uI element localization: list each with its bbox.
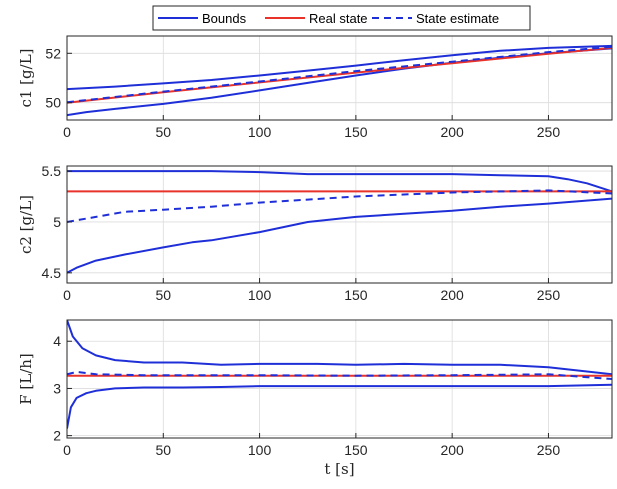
y-tick-label: 2 bbox=[53, 428, 61, 444]
x-tick-label: 0 bbox=[63, 124, 71, 140]
axes-frame bbox=[66, 35, 613, 121]
y-tick-label: 50 bbox=[45, 95, 61, 111]
y-axis-label: F [L/h] bbox=[17, 353, 35, 405]
series-group bbox=[67, 320, 612, 429]
x-tick-label: 100 bbox=[248, 124, 272, 140]
series-estimate-line bbox=[67, 45, 612, 104]
y-axis-label: c2 [g/L] bbox=[17, 195, 35, 254]
x-tick-label: 250 bbox=[537, 442, 561, 458]
x-tick-label: 100 bbox=[248, 287, 272, 303]
y-axis-label: c1 [g/L] bbox=[17, 48, 35, 107]
x-tick-label: 150 bbox=[344, 124, 368, 140]
legend-label: Bounds bbox=[202, 11, 247, 26]
legend-label: State estimate bbox=[416, 11, 499, 26]
legend: Bounds Real state State estimate bbox=[152, 5, 531, 31]
x-tick-label: 250 bbox=[537, 124, 561, 140]
axes-frame bbox=[66, 165, 613, 284]
x-tick-label: 50 bbox=[156, 287, 172, 303]
series-lower-line bbox=[67, 197, 612, 274]
panel-3: 0 50 100 150 200 250 2 3 4 F [L/h] bbox=[17, 319, 613, 458]
series-upper-line bbox=[67, 170, 612, 193]
panel-2: 0 50 100 150 200 250 4.5 5 5.5 c2 [g/L] bbox=[17, 163, 613, 303]
x-tick-label: 50 bbox=[156, 442, 172, 458]
y-tick-label: 4 bbox=[53, 333, 61, 349]
x-tick-label: 0 bbox=[63, 287, 71, 303]
x-tick-label: 200 bbox=[440, 442, 464, 458]
series-estimate-line bbox=[67, 370, 612, 380]
y-tick-label: 4.5 bbox=[42, 265, 62, 281]
x-tick-label: 0 bbox=[63, 442, 71, 458]
x-axis-label: t [s] bbox=[324, 460, 354, 478]
x-tick-label: 200 bbox=[440, 287, 464, 303]
x-tick-label: 50 bbox=[156, 124, 172, 140]
y-tick-label: 52 bbox=[45, 45, 61, 61]
x-tick-label: 150 bbox=[344, 287, 368, 303]
series-upper-line bbox=[67, 44, 612, 91]
x-tick-label: 150 bbox=[344, 442, 368, 458]
series-upper-line bbox=[67, 320, 612, 376]
plot-area bbox=[67, 320, 612, 438]
y-tick-label: 3 bbox=[53, 380, 61, 396]
y-tick-label: 5.5 bbox=[42, 163, 62, 179]
legend-box bbox=[152, 5, 531, 31]
x-tick-label: 200 bbox=[440, 124, 464, 140]
plot-area bbox=[67, 166, 612, 283]
series-lower-line bbox=[67, 383, 612, 429]
legend-label: Real state bbox=[309, 11, 368, 26]
axes-frame bbox=[66, 319, 613, 439]
x-tick-label: 100 bbox=[248, 442, 272, 458]
series-estimate-line bbox=[67, 189, 612, 223]
series-group bbox=[67, 170, 612, 274]
y-tick-label: 5 bbox=[53, 214, 61, 230]
series-group bbox=[67, 44, 612, 117]
x-tick-label: 250 bbox=[537, 287, 561, 303]
